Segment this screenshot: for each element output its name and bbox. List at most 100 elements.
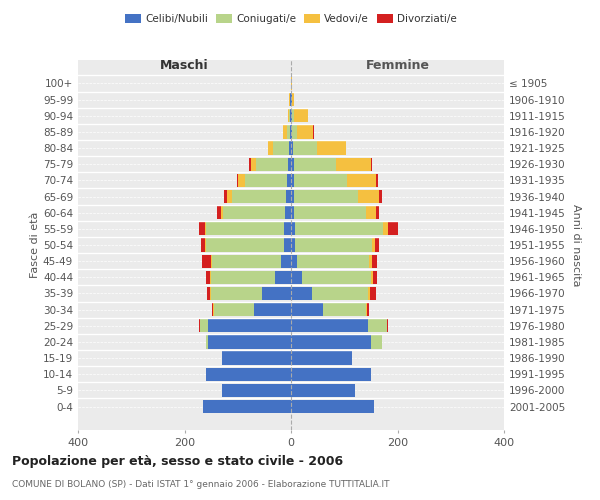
Bar (291, 400, 374, 413)
Bar (293, 206, 365, 220)
Bar (284, 238, 291, 252)
Bar (291, 336, 371, 348)
Bar (317, 142, 346, 154)
Bar (313, 287, 368, 300)
Bar (289, 158, 291, 171)
Bar (368, 287, 370, 300)
Bar (206, 270, 210, 284)
Bar (383, 222, 388, 235)
Bar (224, 190, 227, 203)
Bar (295, 222, 383, 235)
Bar (275, 270, 291, 284)
Bar (291, 190, 293, 203)
Bar (208, 287, 210, 300)
Bar (210, 270, 211, 284)
Bar (223, 206, 284, 220)
Bar (199, 222, 205, 235)
Bar (205, 238, 206, 252)
Bar (274, 142, 289, 154)
Bar (206, 222, 284, 235)
Text: Popolazione per età, sesso e stato civile - 2006: Popolazione per età, sesso e stato civil… (12, 455, 343, 468)
Text: Maschi: Maschi (160, 59, 209, 72)
Bar (291, 287, 313, 300)
Bar (254, 303, 291, 316)
Bar (291, 206, 293, 220)
Bar (293, 142, 317, 154)
Bar (268, 142, 274, 154)
Bar (369, 254, 372, 268)
Bar (208, 319, 291, 332)
Bar (292, 109, 294, 122)
Bar (376, 174, 378, 187)
Bar (291, 174, 293, 187)
Bar (206, 336, 208, 348)
Bar (222, 352, 291, 364)
Bar (245, 174, 287, 187)
Bar (212, 303, 213, 316)
Bar (298, 126, 313, 138)
Bar (284, 222, 291, 235)
Bar (222, 384, 291, 397)
Bar (211, 287, 262, 300)
Bar (284, 206, 291, 220)
Bar (293, 174, 347, 187)
Bar (291, 222, 295, 235)
Bar (375, 238, 379, 252)
Bar (227, 190, 232, 203)
Y-axis label: Anni di nascita: Anni di nascita (571, 204, 581, 286)
Bar (291, 238, 295, 252)
Bar (368, 319, 387, 332)
Bar (281, 254, 291, 268)
Bar (370, 287, 376, 300)
Bar (238, 174, 245, 187)
Bar (372, 254, 377, 268)
Bar (221, 206, 223, 220)
Bar (212, 254, 281, 268)
Bar (283, 126, 287, 138)
Bar (206, 368, 291, 381)
Bar (379, 190, 382, 203)
Legend: Celibi/Nubili, Coniugati/e, Vedovi/e, Divorziati/e: Celibi/Nubili, Coniugati/e, Vedovi/e, Di… (121, 10, 461, 29)
Bar (208, 336, 291, 348)
Bar (291, 384, 355, 397)
Bar (298, 254, 369, 268)
Bar (232, 190, 286, 203)
Bar (291, 126, 292, 138)
Bar (302, 270, 371, 284)
Bar (251, 158, 256, 171)
Bar (236, 174, 238, 187)
Bar (290, 126, 291, 138)
Bar (292, 93, 294, 106)
Bar (291, 319, 368, 332)
Bar (287, 174, 291, 187)
Bar (388, 222, 398, 235)
Bar (367, 303, 369, 316)
Bar (291, 303, 323, 316)
Bar (371, 336, 382, 348)
Text: Femmine: Femmine (365, 59, 430, 72)
Bar (256, 158, 289, 171)
Bar (365, 303, 367, 316)
Bar (358, 190, 379, 203)
Bar (288, 109, 289, 122)
Bar (250, 158, 251, 171)
Bar (295, 238, 373, 252)
Bar (293, 158, 336, 171)
Bar (376, 206, 379, 220)
Bar (293, 190, 358, 203)
Bar (347, 174, 376, 187)
Bar (291, 158, 293, 171)
Bar (291, 254, 298, 268)
Bar (291, 352, 352, 364)
Bar (336, 158, 371, 171)
Bar (292, 126, 298, 138)
Bar (291, 368, 371, 381)
Bar (373, 238, 375, 252)
Bar (210, 287, 211, 300)
Bar (289, 109, 290, 122)
Bar (371, 158, 373, 171)
Bar (203, 400, 291, 413)
Bar (291, 142, 293, 154)
Bar (294, 109, 308, 122)
Bar (289, 142, 291, 154)
